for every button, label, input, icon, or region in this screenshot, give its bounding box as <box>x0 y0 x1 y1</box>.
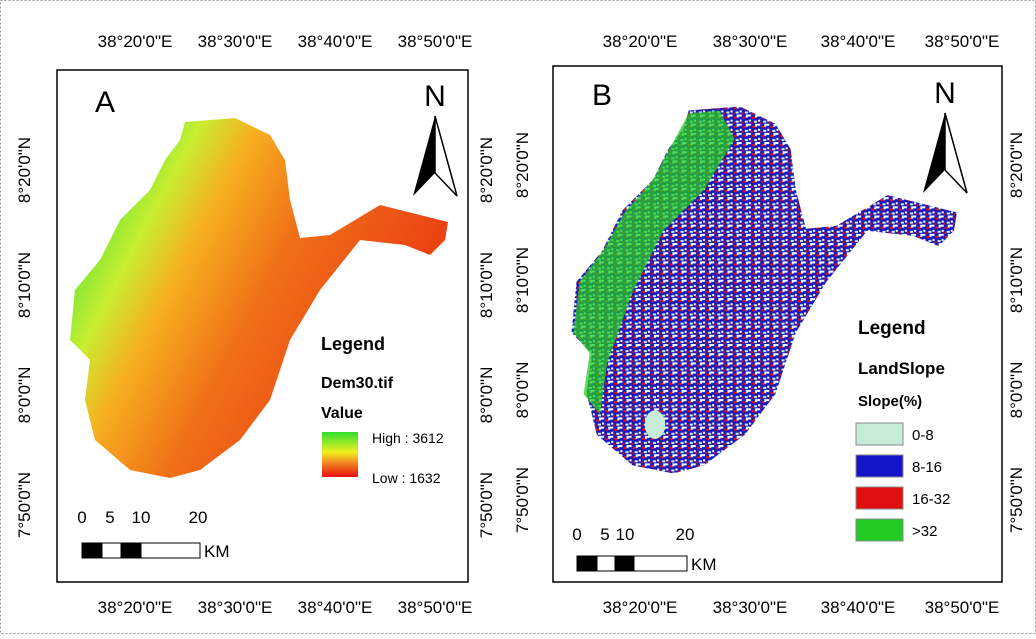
lon-label: 38°40'0"E <box>298 598 373 617</box>
scale-label: 0 <box>572 525 581 544</box>
scale-unit: KM <box>204 542 230 561</box>
slope-surface <box>571 106 957 474</box>
legend-high: High : 3612 <box>372 430 444 446</box>
north-label: N <box>934 77 956 110</box>
lon-label: 38°40'0"E <box>298 32 373 51</box>
legend-swatch <box>855 486 904 510</box>
legend-swatch <box>855 454 904 478</box>
legend-class: >32 <box>912 523 937 540</box>
lat-label: 8°10'0"N <box>1007 247 1026 313</box>
legend-swatch <box>855 518 904 542</box>
legend-low: Low : 1632 <box>372 470 441 486</box>
lon-label: 38°50'0"E <box>925 32 1000 51</box>
lat-label: 8°10'0"N <box>15 252 34 318</box>
scale-unit: KM <box>691 555 717 574</box>
lat-label: 8°20'0"N <box>1007 132 1026 198</box>
north-arrow <box>944 112 968 194</box>
north-label: N <box>424 80 446 113</box>
lon-label: 38°20'0"E <box>603 32 678 51</box>
lat-label: 7°50'0"N <box>513 467 532 533</box>
lon-label: 38°20'0"E <box>98 32 173 51</box>
panel-label: A <box>95 86 115 119</box>
scale-bar <box>120 542 142 559</box>
legend-class: 16-32 <box>912 491 950 508</box>
scale-label: 20 <box>189 508 208 527</box>
north-arrow <box>434 115 458 197</box>
scale-bar <box>614 555 635 572</box>
scale-bar <box>81 542 103 559</box>
lon-label: 38°40'0"E <box>821 32 896 51</box>
legend-title: Legend <box>321 334 385 354</box>
lat-label: 8°20'0"N <box>15 137 34 203</box>
scale-label: 5 <box>105 508 114 527</box>
north-arrow <box>923 113 945 193</box>
lat-label: 8°0'0"N <box>477 367 496 424</box>
lat-label: 8°0'0"N <box>15 367 34 424</box>
lon-label: 38°30'0"E <box>198 32 273 51</box>
lat-label: 8°20'0"N <box>477 137 496 203</box>
scale-bar <box>596 555 616 572</box>
lon-label: 38°30'0"E <box>713 598 788 617</box>
legend-swatch <box>855 422 904 446</box>
legend-field: Value <box>321 405 363 422</box>
lon-label: 38°50'0"E <box>398 32 473 51</box>
lon-label: 38°20'0"E <box>98 598 173 617</box>
lat-label: 8°0'0"N <box>513 362 532 419</box>
scale-bar <box>633 555 688 572</box>
legend-layer: LandSlope <box>858 359 945 378</box>
scale-bar <box>140 542 201 559</box>
lon-label: 38°30'0"E <box>713 32 788 51</box>
lon-label: 38°50'0"E <box>398 598 473 617</box>
lat-label: 7°50'0"N <box>15 472 34 538</box>
lon-label: 38°40'0"E <box>821 598 896 617</box>
lat-label: 7°50'0"N <box>1007 467 1026 533</box>
lon-label: 38°50'0"E <box>925 598 1000 617</box>
scale-bar <box>101 542 122 559</box>
scale-label: 10 <box>132 508 151 527</box>
scale-label: 0 <box>77 508 86 527</box>
legend-class: 8-16 <box>912 459 942 476</box>
north-arrow <box>413 116 435 196</box>
scale-label: 10 <box>616 525 635 544</box>
lon-label: 38°20'0"E <box>603 598 678 617</box>
scale-label: 20 <box>676 525 695 544</box>
lat-label: 8°10'0"N <box>513 247 532 313</box>
legend-class: 0-8 <box>912 427 934 444</box>
lat-label: 8°10'0"N <box>477 252 496 318</box>
panel-label: B <box>592 79 612 112</box>
lat-label: 8°0'0"N <box>1007 362 1026 419</box>
scale-label: 5 <box>600 525 609 544</box>
lat-label: 8°20'0"N <box>513 132 532 198</box>
legend-layer: Dem30.tif <box>321 375 394 392</box>
lon-label: 38°30'0"E <box>198 598 273 617</box>
scale-bar <box>576 555 598 572</box>
legend-field: Slope(%) <box>858 393 922 410</box>
legend-title: Legend <box>858 318 926 339</box>
legend-ramp <box>322 432 358 477</box>
lat-label: 7°50'0"N <box>477 472 496 538</box>
